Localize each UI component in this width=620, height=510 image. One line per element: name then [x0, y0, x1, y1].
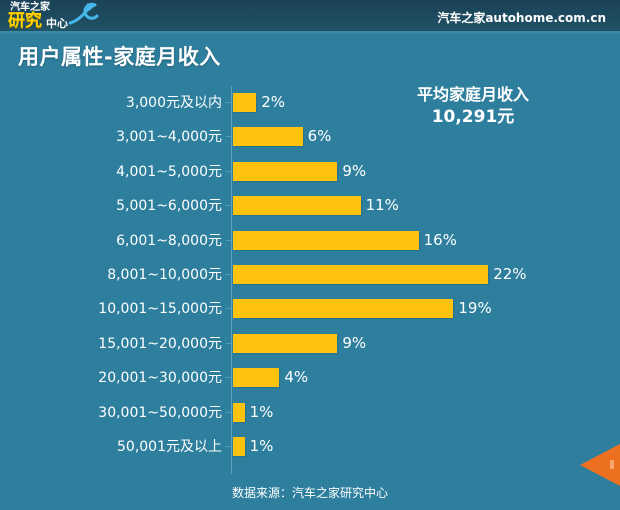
bar-category-label: 15,001~20,000元	[98, 335, 222, 352]
axis-tick	[226, 136, 231, 138]
bar	[233, 368, 280, 388]
bar-row: 15,001~20,000元 9%	[0, 329, 620, 363]
bar-value-label: 1%	[249, 437, 274, 455]
bar	[233, 299, 454, 319]
header-underline-divider	[0, 31, 620, 34]
category-axis-line	[231, 86, 232, 474]
bar	[233, 161, 338, 181]
bar	[233, 265, 489, 284]
bar-category-label: 3,000元及以内	[125, 95, 222, 111]
bar-row: 6,001~8,000元 16%	[0, 226, 620, 260]
bar-category-label: 6,001~8,000元	[116, 232, 222, 249]
bar-value-label: 9%	[342, 161, 367, 180]
bar-row: 50,001元及以上 1%	[0, 432, 620, 466]
bar-row: 10,001~15,000元 19%	[0, 294, 620, 328]
axis-tick	[226, 377, 231, 379]
average-income-annotation: 平均家庭月收入 10,291元	[385, 84, 561, 128]
bar-row: 20,001~30,000元 4%	[0, 363, 620, 397]
header-bar	[0, 0, 620, 31]
axis-tick	[226, 274, 231, 275]
source-note: 数据来源：汽车之家研究中心	[231, 486, 388, 500]
bar	[233, 196, 361, 216]
bar-row: 30,001~50,000元 1%	[0, 398, 620, 432]
bar-category-label: 3,001~4,000元	[116, 129, 222, 146]
bar-category-label: 5,001~6,000元	[116, 198, 222, 215]
bar-value-label: 16%	[423, 230, 457, 249]
bar	[233, 93, 257, 112]
axis-tick	[226, 239, 231, 241]
bar-category-label: 30,001~50,000元	[98, 404, 222, 421]
bar-value-label: 22%	[493, 265, 527, 283]
axis-tick	[226, 446, 231, 447]
average-income-value: 10,291元	[431, 107, 515, 127]
bar-value-label: 2%	[261, 93, 285, 111]
bar-row: 5,001~6,000元 11%	[0, 191, 620, 225]
bar-row: 8,001~10,000元 22%	[0, 260, 620, 294]
bar	[233, 230, 419, 250]
bar-category-label: 4,001~5,000元	[116, 163, 222, 180]
bar-value-label: 4%	[284, 368, 309, 387]
bar-category-label: 50,001元及以上	[117, 439, 222, 455]
average-income-label: 平均家庭月收入	[416, 85, 529, 104]
bar-value-label: 19%	[458, 299, 492, 318]
axis-tick	[226, 170, 231, 172]
axis-tick	[226, 342, 231, 344]
brand-logo-main-text: 研究	[8, 11, 42, 31]
axis-tick	[226, 411, 231, 413]
bar-value-label: 11%	[365, 196, 399, 215]
brand-logo[interactable]: 汽车之家 研究 中心	[6, 1, 156, 33]
bar-value-label: 1%	[249, 402, 274, 421]
bar-row: 4,001~5,000元 9%	[0, 157, 620, 191]
bar-category-label: 10,001~15,000元	[98, 301, 222, 318]
brand-logo-sub-text: 中心	[46, 17, 68, 30]
bar-value-label: 9%	[342, 333, 367, 352]
bar	[233, 333, 338, 353]
bar-category-label: 20,001~30,000元	[98, 370, 222, 387]
bar	[233, 127, 303, 147]
axis-tick	[226, 308, 231, 310]
corner-arrow-icon	[580, 444, 620, 486]
swoosh-arrow-icon	[68, 2, 99, 25]
bar-row: 3,000元及以内 2%	[0, 88, 620, 122]
axis-tick	[226, 102, 231, 103]
bar-chart-plot-area: 3,000元及以内 2% 3,001~4,000元 6% 4,001~5,000元 9% 5…	[0, 86, 620, 476]
brand-logo-top-text: 汽车之家	[10, 2, 50, 13]
axis-tick	[226, 205, 231, 207]
bar	[233, 402, 245, 422]
bar	[233, 437, 245, 456]
page-title: 用户属性-家庭月收入	[18, 45, 221, 69]
site-url-text: 汽车之家autohome.com.cn	[437, 11, 606, 25]
bar-row: 3,001~4,000元 6%	[0, 122, 620, 156]
bar-category-label: 8,001~10,000元	[107, 267, 222, 283]
bar-value-label: 6%	[307, 127, 332, 146]
